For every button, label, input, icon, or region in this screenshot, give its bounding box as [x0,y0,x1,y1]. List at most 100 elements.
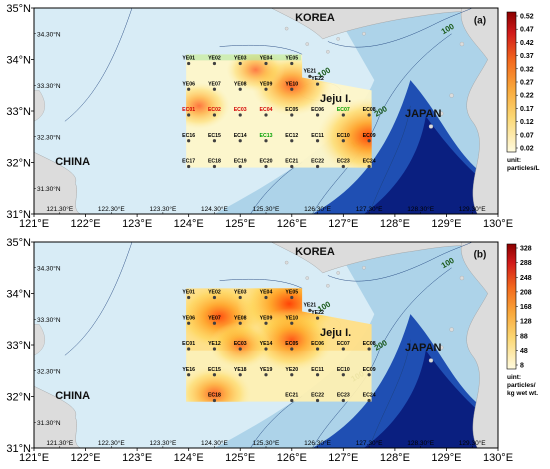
station-marker [187,87,191,91]
station-label: EC05 [285,341,298,347]
station-marker [264,373,268,377]
station-label: EC08 [363,107,376,113]
island [449,93,454,98]
unit-label: kg wet wt. [507,390,538,397]
station-marker [290,61,294,66]
lon-tick-label: 127°E [328,218,358,230]
lon-tick-label: 123°E [122,218,152,230]
heat-band [186,54,302,61]
station-label: YE09 [260,81,273,87]
station-marker [212,61,217,66]
station-label: YE05 [285,290,298,296]
station-label: EC13 [260,133,273,139]
station-marker [367,113,371,117]
station-marker [341,139,345,143]
lon-minor-label: 121.30°E [46,439,73,447]
lat-tick-label: 32°N [6,392,31,404]
contour-50 [219,45,303,55]
station-label: EC06 [311,341,324,347]
lat-minor-label: 34.30°N [37,264,61,272]
lat-tick-label: 33°N [6,340,31,352]
lon-tick-label: 121°E [19,218,49,230]
station-marker [264,321,268,325]
colorbar-tick-label: 88 [520,333,528,340]
station-marker [238,321,242,325]
station-marker [315,164,320,169]
lon-minor-label: 126.30°E [304,439,331,447]
island [336,37,340,41]
station-marker [238,113,242,117]
station-label: YE04 [260,56,273,62]
unit-label: uint: [507,374,521,381]
station-label: YE03 [234,56,247,62]
station-marker [341,113,345,117]
island [459,41,465,47]
lon-minor-label: 125.30°E [253,205,280,213]
lat-minor-label: 33.30°N [37,316,61,324]
lat-minor-label: 31.30°N [37,185,61,193]
heat-hotspot [209,321,272,369]
station-label: YE04 [260,290,273,296]
station-label: EC19 [234,159,247,165]
contour-50 [64,242,133,356]
colorbar-tick-label: 0.47 [520,27,534,34]
lon-minor-label: 122.30°E [98,439,125,447]
lon-tick-label: 122°E [71,218,101,230]
island [449,327,454,332]
station-marker [212,398,217,403]
colorbar-tick-label: 48 [520,348,528,355]
colorbar-tick-label: 0.42 [520,40,534,47]
station-marker [212,295,217,300]
station-label: EC02 [208,107,221,113]
island [305,276,309,280]
place-jeju: Jeju I. [320,327,351,339]
station-marker [238,61,242,66]
station-label: YE21 [303,68,316,74]
station-label: YE06 [182,315,195,321]
station-marker [290,373,294,377]
station-marker [238,373,242,377]
map-a: 100100100200YE01YE02YE03YE04YE05YE21YE22… [34,8,498,214]
station-label: YE08 [234,315,247,321]
lat-tick-label: 35°N [6,3,31,15]
station-marker [238,87,242,91]
lon-minor-label: 128.30°E [407,439,434,447]
axes-a: 35°N 34°N 33°N 32°N 31°N 34.30°N 33.30°N 32.30°… [6,3,513,230]
sea-deepest [364,350,498,448]
colorbar-tick-label: 288 [520,260,532,267]
colorbar-tick-label: 0.32 [520,66,534,73]
station-marker [264,139,268,143]
station-marker [212,164,217,169]
station-marker [212,113,217,117]
station-label: EC16 [182,133,195,139]
station-label: YE05 [285,56,298,62]
station-label: YE19 [260,367,273,373]
colorbar-tick-label: 0.27 [520,80,534,87]
station-marker [290,164,294,169]
contour-50 [64,8,133,122]
station-label: EC12 [285,133,298,139]
panel-label: (b) [474,249,487,260]
panel-a: 100100100200YE01YE02YE03YE04YE05YE21YE22… [6,3,539,230]
station-marker [187,373,191,377]
island [428,358,434,363]
station-label: EC09 [363,133,376,139]
station-marker [187,295,191,300]
place-korea: KOREA [295,12,335,24]
station-label: EC20 [260,159,273,165]
lon-tick-label: 130°E [483,218,513,230]
station-marker [264,164,268,169]
island [362,265,366,270]
lat-minor-label: 34.30°N [37,30,61,38]
station-marker [315,398,320,403]
station-label: EC23 [337,159,350,165]
station-label: EC23 [337,393,350,399]
station-label: YE20 [285,367,298,373]
lon-tick-label: 130°E [483,452,513,464]
sea-deepest [364,116,498,214]
unit-label: particles/ [507,382,536,389]
colorbar-tick-label: 0.52 [520,14,534,21]
unit-label: particles/L [507,165,540,172]
station-marker [290,87,294,91]
station-label: YE01 [182,56,195,62]
